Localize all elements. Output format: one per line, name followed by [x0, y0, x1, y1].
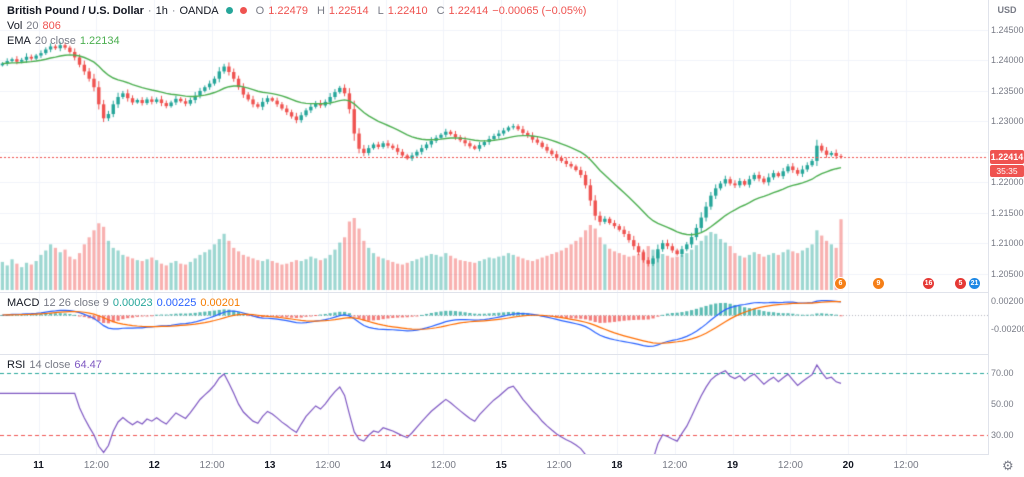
axis-currency-label: USD — [997, 5, 1017, 15]
market-status-icon-green[interactable] — [225, 7, 233, 14]
close-value: 1.22414 — [448, 4, 489, 17]
volume-indicator-params: 20 — [26, 19, 39, 32]
price-axis[interactable]: USD 1.22414 35:35 1.24500 1.24000 1.23500 1… — [988, 0, 1024, 455]
time-tick-12:00: 12:00 — [662, 460, 688, 471]
time-tick-15: 15 — [495, 460, 507, 471]
rsi-tick: 70.00 — [991, 367, 1014, 378]
rsi-legend: RSI 14 close 64.47 — [7, 357, 102, 372]
high-label: H — [316, 4, 325, 17]
calendar-event-icon[interactable]: 16 — [923, 278, 934, 289]
ema-indicator-params: 20 close — [34, 34, 76, 47]
time-tick-12:00: 12:00 — [199, 460, 225, 471]
time-tick-12:00: 12:00 — [430, 460, 456, 471]
macd-tick: -0.00200 — [991, 323, 1024, 334]
exchange-label: OANDA — [179, 4, 219, 17]
open-label: O — [255, 4, 265, 17]
bar-countdown-badge: 35:35 — [990, 165, 1024, 178]
time-tick-12:00: 12:00 — [546, 460, 572, 471]
calendar-event-icon[interactable]: 6 — [835, 278, 846, 289]
calendar-event-icon[interactable]: 5 — [955, 278, 966, 289]
ema-legend-row[interactable]: EMA 20 close 1.22134 — [7, 33, 586, 48]
price-tick: 1.21500 — [991, 207, 1024, 218]
price-tick: 1.23000 — [991, 116, 1024, 127]
macd-indicator-params: 12 26 close 9 — [43, 296, 109, 309]
time-tick-18: 18 — [611, 460, 623, 471]
price-tick: 1.24000 — [991, 55, 1024, 66]
symbol-title: British Pound / U.S. Dollar — [7, 4, 144, 17]
macd-tick: 0.00200 — [991, 296, 1024, 307]
price-tick: 1.23500 — [991, 85, 1024, 96]
pane-divider[interactable] — [0, 354, 1024, 355]
price-pane-canvas[interactable] — [0, 0, 988, 292]
time-tick-12: 12 — [148, 460, 160, 471]
last-price-badge: 1.22414 — [990, 150, 1024, 165]
price-tick: 1.24500 — [991, 25, 1024, 35]
time-tick-11: 11 — [33, 460, 44, 471]
macd-line-value: 0.00225 — [156, 296, 197, 309]
change-value: −0.00065 (−0.05%) — [492, 4, 587, 17]
interval-label[interactable]: 1h — [155, 4, 168, 17]
volume-value: 806 — [42, 19, 61, 32]
separator: · — [171, 4, 176, 17]
macd-hist-value: 0.00023 — [112, 296, 153, 309]
low-label: L — [377, 4, 384, 17]
ema-value: 1.22134 — [79, 34, 120, 47]
macd-legend: MACD 12 26 close 9 0.00023 0.00225 0.002… — [7, 295, 240, 310]
pane-divider[interactable] — [0, 292, 1024, 293]
price-tick: 1.20500 — [991, 268, 1024, 279]
chart-legend: British Pound / U.S. Dollar · 1h · OANDA… — [7, 3, 586, 48]
time-tick-12:00: 12:00 — [83, 460, 109, 471]
rsi-value: 64.47 — [74, 358, 102, 371]
symbol-legend-row[interactable]: British Pound / U.S. Dollar · 1h · OANDA… — [7, 3, 586, 18]
rsi-indicator-params: 14 close — [29, 358, 71, 371]
ema-indicator-name: EMA — [7, 34, 31, 47]
macd-legend-row[interactable]: MACD 12 26 close 9 0.00023 0.00225 0.002… — [7, 295, 240, 310]
time-tick-12:00: 12:00 — [315, 460, 341, 471]
time-tick-14: 14 — [379, 460, 392, 471]
calendar-event-icon[interactable]: 9 — [873, 278, 884, 289]
time-tick-19: 19 — [727, 460, 739, 471]
time-tick-13: 13 — [264, 460, 276, 471]
market-status-icon-red[interactable] — [239, 7, 247, 14]
events-layer: 6 9 16 5 21 — [0, 278, 988, 291]
close-label: C — [436, 4, 445, 17]
calendar-event-icon[interactable]: 21 — [969, 278, 980, 289]
macd-indicator-name: MACD — [7, 296, 40, 309]
rsi-tick: 50.00 — [991, 398, 1014, 409]
time-tick-12:00: 12:00 — [777, 460, 803, 471]
rsi-tick: 30.00 — [991, 429, 1014, 440]
time-axis[interactable]: ⚙ 11 12:00 12 12:00 13 12:00 14 12:00 15 12:00 18 1… — [0, 455, 1024, 477]
volume-indicator-name: Vol — [7, 19, 23, 32]
price-tick: 1.21000 — [991, 238, 1024, 249]
volume-legend-row[interactable]: Vol 20 806 — [7, 18, 586, 33]
rsi-pane-canvas[interactable] — [0, 355, 988, 454]
settings-gear-icon[interactable]: ⚙ — [1002, 458, 1014, 473]
macd-signal-value: 0.00201 — [200, 296, 241, 309]
time-tick-12:00: 12:00 — [893, 460, 919, 471]
price-tick: 1.22000 — [991, 177, 1024, 188]
low-value: 1.22410 — [387, 4, 428, 17]
separator: · — [147, 4, 152, 17]
pane-divider[interactable] — [0, 454, 1024, 455]
high-value: 1.22514 — [328, 4, 369, 17]
macd-pane-canvas[interactable] — [0, 293, 988, 354]
rsi-legend-row[interactable]: RSI 14 close 64.47 — [7, 357, 102, 372]
open-value: 1.22479 — [268, 4, 308, 17]
rsi-indicator-name: RSI — [7, 358, 26, 371]
time-tick-20: 20 — [842, 460, 854, 471]
